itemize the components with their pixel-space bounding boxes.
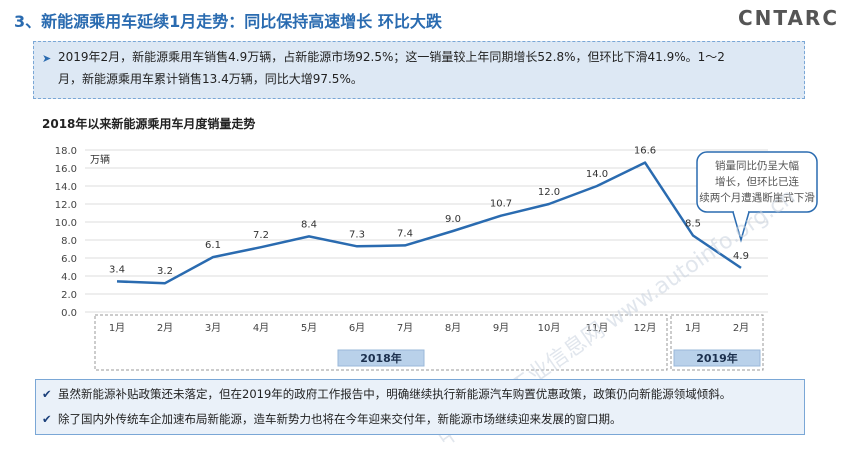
y-tick-label: 16.0	[55, 164, 77, 175]
annotation-text: 销量同比仍呈大幅	[715, 159, 799, 172]
check-icon: ✔	[42, 412, 52, 426]
x-tick-label: 6月	[349, 322, 365, 334]
group-box-2019	[670, 314, 764, 371]
data-label: 7.4	[397, 228, 413, 239]
brand-logo: CNTARC	[737, 6, 839, 30]
data-label: 3.2	[157, 266, 173, 277]
y-tick-label: 2.0	[61, 290, 77, 301]
group-label-bg	[673, 349, 761, 367]
x-tick-label: 11月	[586, 322, 609, 334]
data-label: 12.0	[538, 187, 560, 198]
data-label: 8.4	[301, 219, 317, 230]
page-title: 3、新能源乘用车延续1月走势：同比保持高速增长 环比大跌	[14, 12, 442, 31]
data-label: 10.7	[490, 199, 512, 210]
annotation-pointer	[732, 211, 750, 243]
y-axis-unit: 万辆	[90, 153, 110, 166]
x-tick-label: 5月	[301, 322, 317, 334]
x-tick-label: 1月	[685, 322, 701, 334]
series-line	[116, 161, 742, 285]
group-box-2018	[94, 314, 668, 371]
data-label: 6.1	[205, 240, 221, 251]
line-chart: 0.0 2.0 4.0 6.0 8.0 10.0 12.0 14.0 16.0 18.0 万辆 3.4…	[55, 146, 818, 371]
chart-title: 2018年以来新能源乘用车月度销量走势	[42, 117, 256, 131]
note-item: ✔ 除了国内外传统车企加速布局新能源，造车新势力也将在今年迎来交付年，新能源市场…	[42, 407, 798, 432]
notes-box: ✔ 虽然新能源补贴政策还未落定，但在2019年的政府工作报告中，明确继续执行新能…	[35, 379, 805, 435]
y-tick-label: 12.0	[55, 200, 77, 211]
annotation-box	[696, 151, 818, 213]
y-tick-label: 10.0	[55, 218, 77, 229]
check-icon: ✔	[42, 387, 52, 401]
data-label: 7.3	[349, 229, 365, 240]
x-tick-label: 4月	[253, 322, 269, 334]
data-label: 16.6	[634, 146, 656, 157]
arrow-bullet-icon: ➤	[42, 52, 52, 65]
annotation-text: 增长，但环比已连	[715, 175, 799, 188]
x-tick-label: 7月	[397, 322, 413, 334]
data-label: 8.5	[685, 219, 701, 230]
data-label: 7.2	[253, 230, 269, 241]
data-label: 3.4	[109, 264, 125, 275]
group-label: 2019年	[696, 351, 738, 365]
note-text: 虽然新能源补贴政策还未落定，但在2019年的政府工作报告中，明确继续执行新能源汽…	[58, 387, 732, 401]
x-tick-label: 2月	[157, 322, 173, 334]
x-tick-label: 12月	[634, 322, 657, 334]
x-tick-label: 1月	[109, 322, 125, 334]
summary-line-1: 2019年2月，新能源乘用车销售4.9万辆，占新能源市场92.5%；这一销量较上…	[58, 50, 725, 64]
x-tick-label: 3月	[205, 322, 221, 334]
y-tick-label: 8.0	[61, 236, 77, 247]
y-tick-label: 14.0	[55, 182, 77, 193]
data-label: 4.9	[733, 251, 749, 262]
summary-line-2: 月，新能源乘用车累计销售13.4万辆，同比大增97.5%。	[58, 72, 363, 86]
data-label: 14.0	[586, 169, 608, 180]
group-label-bg	[337, 349, 425, 367]
y-tick-label: 6.0	[61, 254, 77, 265]
summary-box: ➤ 2019年2月，新能源乘用车销售4.9万辆，占新能源市场92.5%；这一销量…	[33, 41, 805, 99]
x-tick-label: 10月	[538, 322, 561, 334]
data-label: 9.0	[445, 214, 461, 225]
x-tick-label: 8月	[445, 322, 461, 334]
note-item: ✔ 虽然新能源补贴政策还未落定，但在2019年的政府工作报告中，明确继续执行新能…	[42, 382, 798, 407]
note-text: 除了国内外传统车企加速布局新能源，造车新势力也将在今年迎来交付年，新能源市场继续…	[58, 412, 622, 426]
y-tick-label: 18.0	[55, 146, 77, 157]
y-tick-label: 0.0	[61, 308, 77, 319]
x-tick-label: 2月	[733, 322, 749, 334]
x-tick-label: 9月	[493, 322, 509, 334]
annotation-text: 续两个月遭遇断崖式下滑	[699, 191, 815, 204]
y-tick-label: 4.0	[61, 272, 77, 283]
group-label: 2018年	[360, 351, 402, 365]
